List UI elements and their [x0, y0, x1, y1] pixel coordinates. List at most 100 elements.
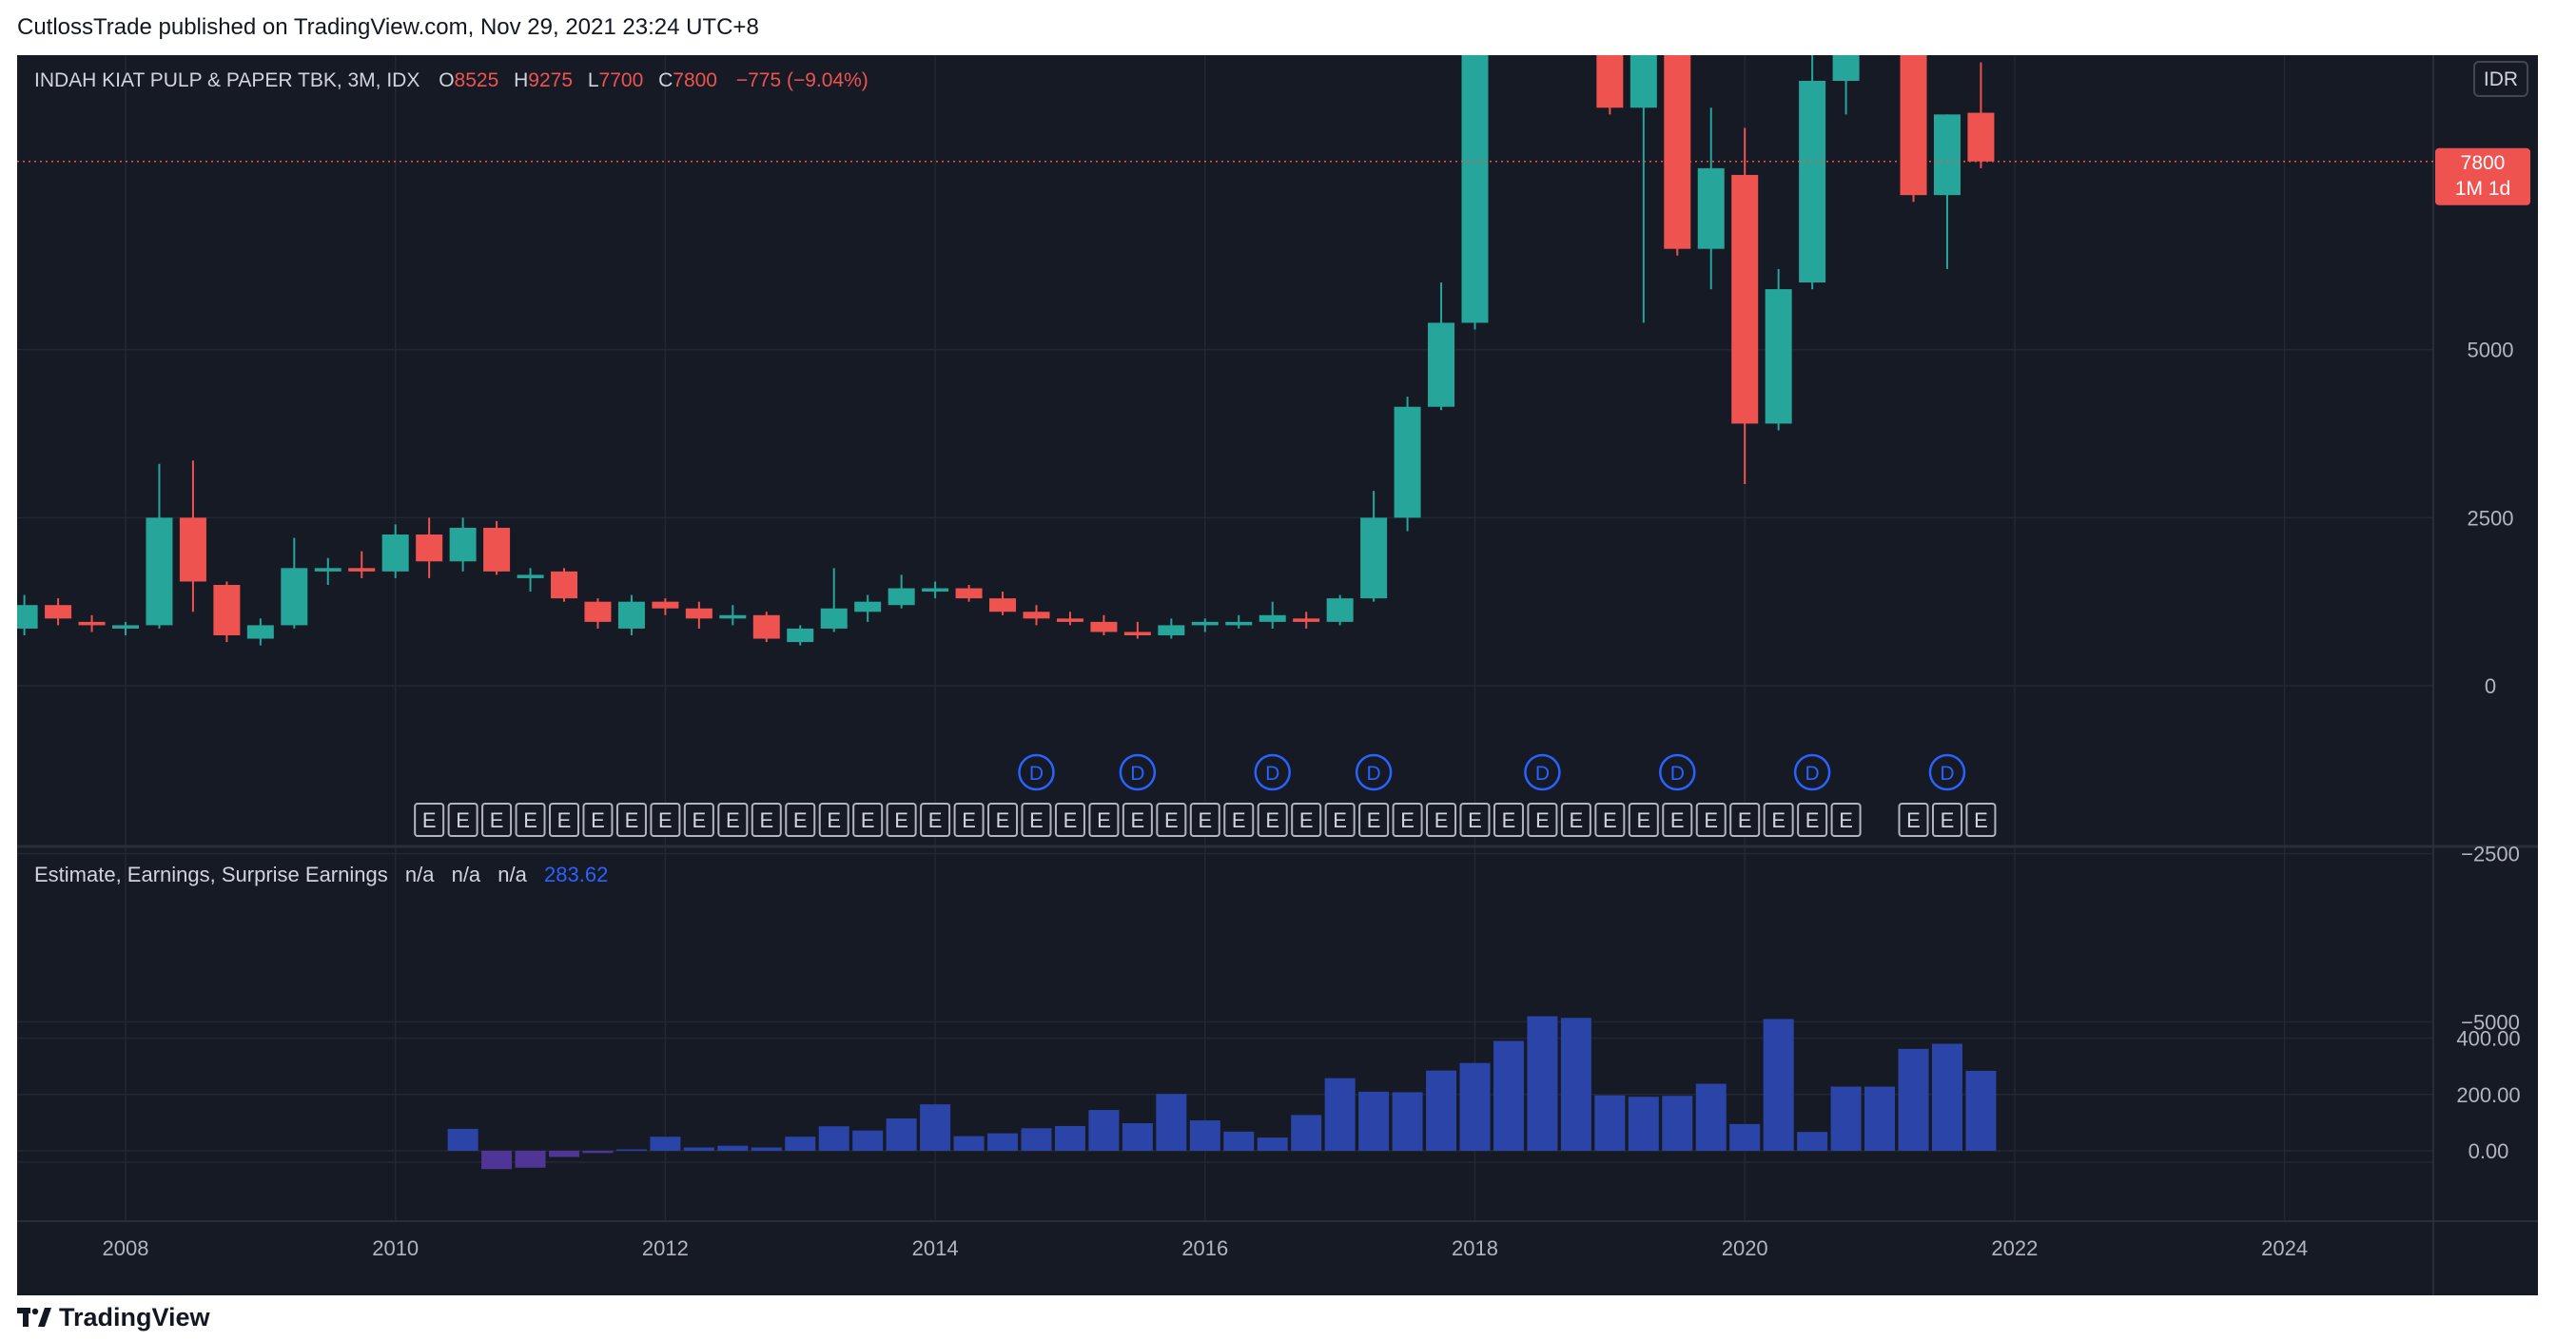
- earnings-marker[interactable]: E: [751, 803, 782, 837]
- earnings-bar: [987, 1133, 1019, 1151]
- candle-body: [1765, 289, 1792, 424]
- earnings-marker[interactable]: E: [1830, 803, 1862, 837]
- earnings-marker[interactable]: E: [1257, 803, 1288, 837]
- earnings-marker-box: [953, 803, 985, 837]
- candle: [820, 568, 848, 632]
- tradingview-logo[interactable]: TradingView: [17, 1303, 210, 1332]
- earnings-marker[interactable]: E: [481, 803, 513, 837]
- candle-body: [1900, 55, 1927, 196]
- chart-canvas[interactable]: D D D D D D D DE E E E E E E E E E E E E E E E E E E E E E E E E E E E E E E E…: [17, 55, 2538, 1295]
- candle: [1428, 282, 1455, 411]
- candle-body: [281, 568, 308, 626]
- earnings-bar: [1695, 1083, 1727, 1151]
- earnings-marker[interactable]: E: [886, 803, 917, 837]
- candle-body: [1697, 167, 1725, 249]
- earnings-marker[interactable]: E: [1122, 803, 1153, 837]
- candle: [1259, 601, 1286, 629]
- earnings-marker[interactable]: E: [650, 803, 681, 837]
- earnings-marker[interactable]: E: [1459, 803, 1491, 837]
- earnings-marker-box: [1189, 803, 1220, 837]
- earnings-bar: [1088, 1110, 1120, 1151]
- earnings-marker[interactable]: E: [615, 803, 647, 837]
- earnings-marker[interactable]: E: [582, 803, 614, 837]
- earnings-marker[interactable]: E: [1628, 803, 1659, 837]
- dividend-marker[interactable]: D: [1659, 753, 1696, 791]
- earnings-marker[interactable]: E: [1931, 803, 1962, 837]
- dividend-marker[interactable]: D: [1119, 753, 1157, 791]
- earnings-marker[interactable]: E: [818, 803, 849, 837]
- earnings-bar: [1830, 1086, 1862, 1151]
- candle-body: [1090, 621, 1118, 632]
- currency-badge[interactable]: IDR: [2473, 61, 2528, 97]
- candle: [1056, 612, 1083, 626]
- earnings-marker-text: E: [1131, 808, 1145, 832]
- earnings-marker[interactable]: E: [1189, 803, 1220, 837]
- earnings-marker-box: [1830, 803, 1862, 837]
- earnings-marker-text: E: [523, 808, 537, 832]
- earnings-marker[interactable]: E: [1560, 803, 1591, 837]
- earnings-marker[interactable]: E: [852, 803, 884, 837]
- dividend-marker[interactable]: D: [1793, 753, 1831, 791]
- earnings-marker-text: E: [1570, 808, 1584, 832]
- earnings-marker-text: E: [1603, 808, 1617, 832]
- candle-body: [1056, 618, 1083, 622]
- dividend-marker-text: D: [1265, 763, 1279, 785]
- earnings-marker[interactable]: E: [920, 803, 951, 837]
- candle: [416, 517, 443, 578]
- last-price-tag: 7800 1M 1d: [2435, 147, 2530, 205]
- symbol-legend: INDAH KIAT PULP & PAPER TBK, 3M, IDX O85…: [34, 69, 868, 91]
- earnings-marker[interactable]: E: [1729, 803, 1761, 837]
- earnings-marker[interactable]: E: [414, 803, 445, 837]
- candle: [78, 614, 106, 632]
- earnings-marker[interactable]: E: [549, 803, 580, 837]
- earnings-marker-text: E: [827, 808, 841, 832]
- earnings-marker[interactable]: E: [1527, 803, 1558, 837]
- earnings-marker[interactable]: E: [1392, 803, 1423, 837]
- dividend-marker[interactable]: D: [1524, 753, 1561, 791]
- earnings-marker[interactable]: E: [1965, 803, 1997, 837]
- earnings-marker[interactable]: E: [1324, 803, 1356, 837]
- earnings-marker[interactable]: E: [1291, 803, 1322, 837]
- earnings-marker[interactable]: E: [1763, 803, 1794, 837]
- earnings-marker[interactable]: E: [1898, 803, 1929, 837]
- dividend-marker[interactable]: D: [1355, 753, 1393, 791]
- dividend-marker[interactable]: D: [1928, 753, 1966, 791]
- earnings-marker[interactable]: E: [1156, 803, 1187, 837]
- earnings-marker[interactable]: E: [1662, 803, 1693, 837]
- earnings-marker[interactable]: E: [953, 803, 985, 837]
- earnings-marker[interactable]: E: [1021, 803, 1052, 837]
- earnings-marker[interactable]: E: [717, 803, 749, 837]
- earnings-marker[interactable]: E: [1695, 803, 1727, 837]
- earnings-marker-text: E: [1265, 808, 1279, 832]
- earnings-marker[interactable]: E: [1054, 803, 1085, 837]
- earnings-bar: [1324, 1078, 1356, 1151]
- earnings-marker[interactable]: E: [515, 803, 546, 837]
- earnings-marker-text: E: [861, 808, 875, 832]
- earnings-marker[interactable]: E: [1358, 803, 1390, 837]
- earnings-marker[interactable]: E: [1594, 803, 1626, 837]
- dividend-marker[interactable]: D: [1254, 753, 1291, 791]
- earnings-marker[interactable]: E: [1088, 803, 1120, 837]
- earnings-marker[interactable]: E: [987, 803, 1019, 837]
- candle-body: [955, 588, 983, 599]
- earnings-marker[interactable]: E: [447, 803, 478, 837]
- earnings-marker[interactable]: E: [1223, 803, 1255, 837]
- earnings-marker-text: E: [422, 808, 437, 832]
- earnings-bar: [1392, 1092, 1423, 1151]
- price-axis-label: −5000: [2461, 1010, 2520, 1034]
- earnings-marker[interactable]: E: [1797, 803, 1828, 837]
- earnings-marker[interactable]: E: [1493, 803, 1524, 837]
- candle-body: [314, 568, 342, 572]
- dividend-marker[interactable]: D: [1018, 753, 1055, 791]
- earnings-marker[interactable]: E: [683, 803, 714, 837]
- candle: [1123, 621, 1151, 639]
- footer: TradingView: [0, 1295, 2576, 1341]
- earnings-marker[interactable]: E: [1426, 803, 1457, 837]
- candle: [1832, 55, 1860, 115]
- time-axis-label: 2020: [1722, 1236, 1768, 1260]
- earnings-marker[interactable]: E: [785, 803, 816, 837]
- candle-body: [449, 527, 477, 562]
- symbol-name: INDAH KIAT PULP & PAPER TBK, 3M, IDX: [34, 69, 420, 91]
- earnings-marker-box: [785, 803, 816, 837]
